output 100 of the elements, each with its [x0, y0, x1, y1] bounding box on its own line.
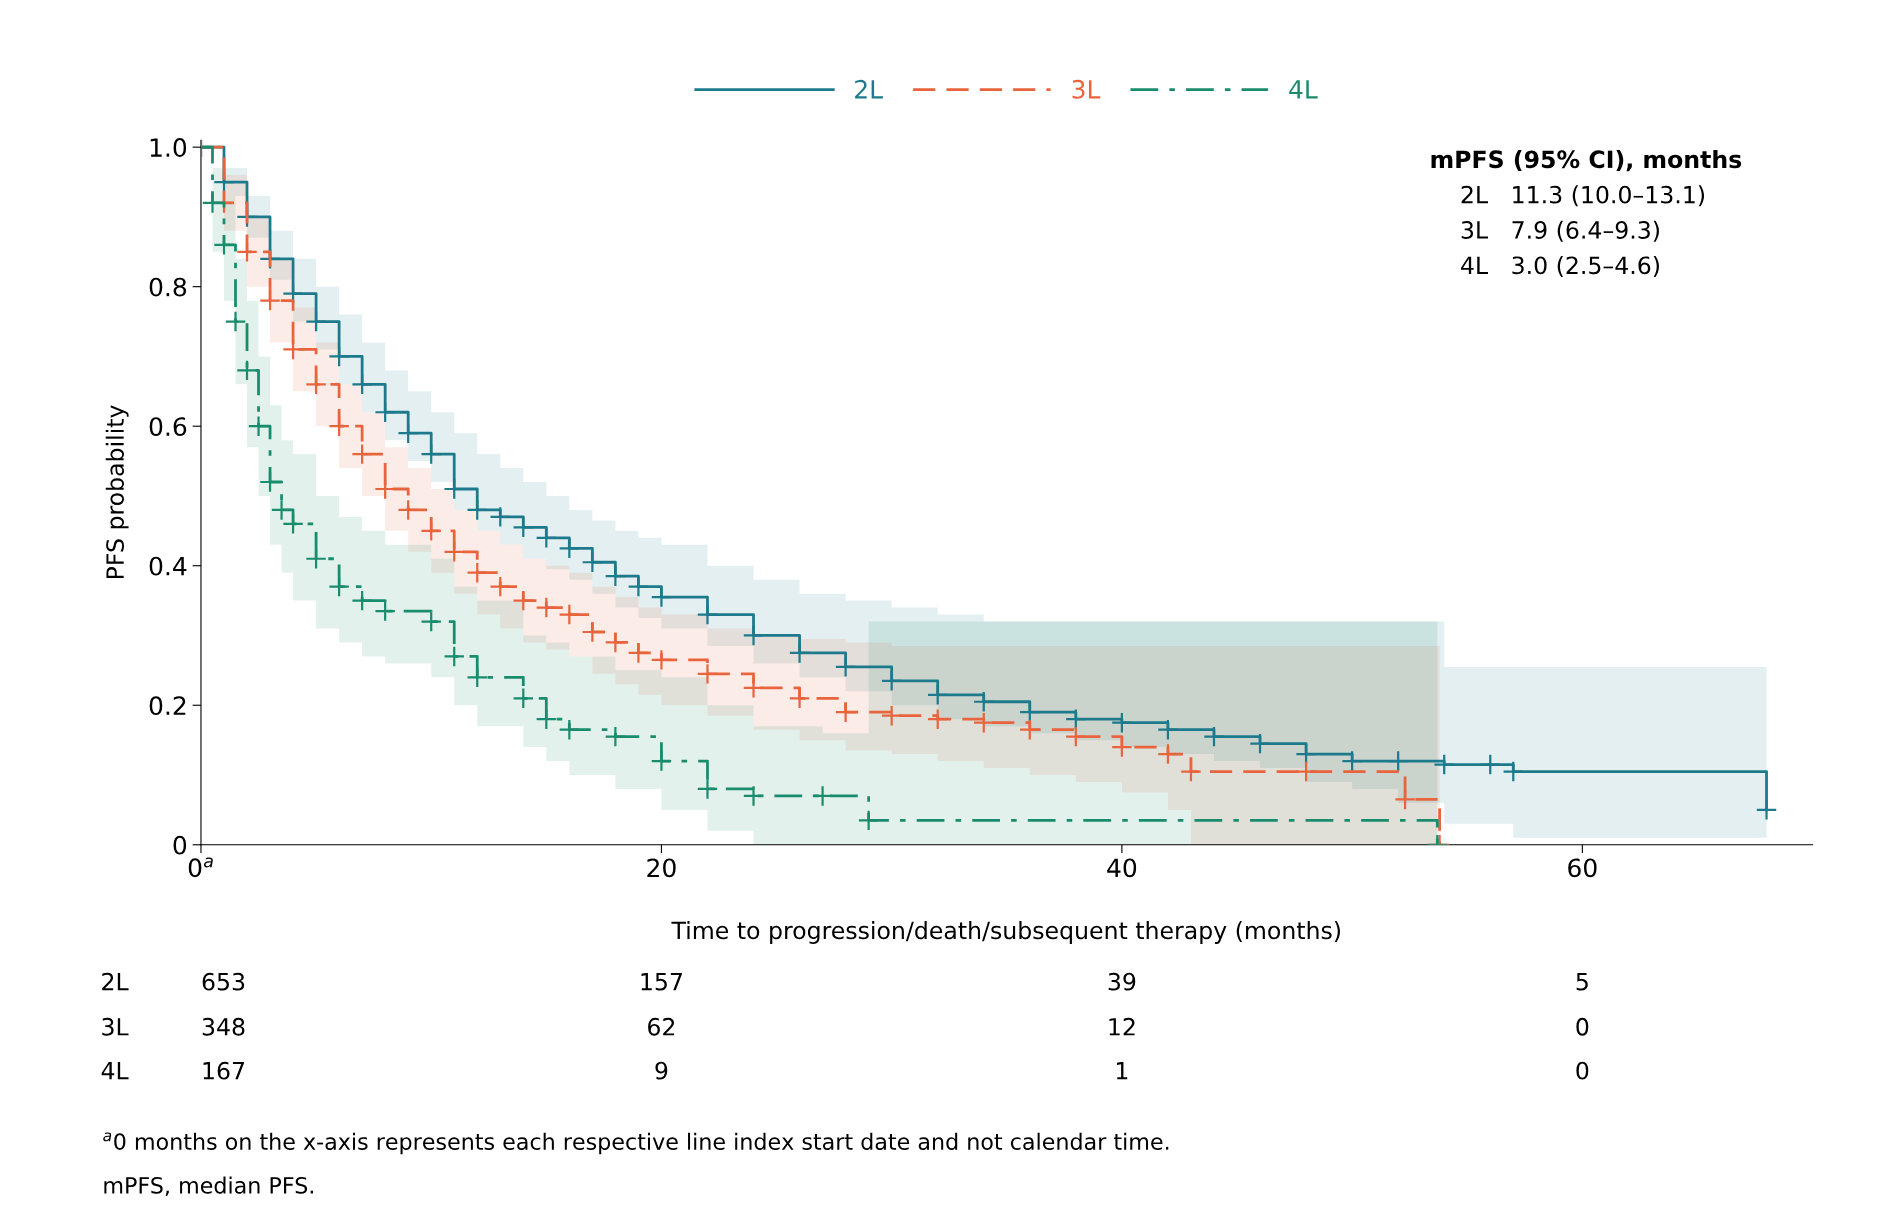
- point: [627, 575, 650, 598]
- point: [247, 415, 270, 438]
- point: [857, 809, 880, 832]
- x-tick-label: 0$^{a}$: [188, 857, 213, 878]
- annotation: 4L 3.0 (2.5–4.6): [1461, 256, 1659, 278]
- text: 2L 653 157 39 5: [102, 972, 1588, 991]
- point: [466, 499, 489, 521]
- y-tick-label: 0: [173, 835, 187, 855]
- point: [1203, 725, 1225, 748]
- point: [236, 240, 258, 263]
- point: [558, 718, 581, 741]
- y-tick-label: 1.0: [150, 138, 187, 158]
- point: [535, 596, 558, 619]
- x-tick-label: 20: [647, 858, 676, 878]
- y-axis-title: PFS probability: [105, 405, 129, 579]
- point: [420, 443, 443, 465]
- point: [213, 233, 235, 256]
- point: [972, 690, 995, 713]
- point: [535, 708, 558, 731]
- text: 3L 348 62 12 0: [102, 1017, 1589, 1036]
- text: 2L: [855, 79, 883, 99]
- point: [420, 520, 443, 542]
- point: [282, 338, 304, 361]
- point: [926, 683, 949, 706]
- point: [443, 540, 466, 563]
- point: [466, 561, 489, 584]
- point: [788, 687, 811, 710]
- point: [604, 631, 627, 654]
- point: [696, 663, 719, 685]
- point: [742, 676, 765, 699]
- point: [259, 247, 281, 270]
- point: [880, 670, 903, 692]
- point: [811, 785, 834, 807]
- point: [305, 310, 327, 333]
- point: [270, 499, 293, 521]
- point: [696, 778, 719, 800]
- point: [788, 642, 811, 664]
- point: [489, 506, 512, 528]
- point: [1341, 750, 1363, 772]
- x-tick-label: 40: [1107, 858, 1137, 878]
- point: [1111, 711, 1133, 734]
- text: 4L: [1289, 80, 1318, 99]
- annotation: mPFS (95% CI), months: [1431, 149, 1742, 172]
- point: [742, 624, 765, 647]
- point: [282, 513, 304, 535]
- y-tick-label: 0.4: [149, 556, 187, 576]
- point: [1433, 753, 1456, 776]
- point: [351, 589, 373, 612]
- point: [305, 373, 327, 396]
- point: [650, 586, 673, 608]
- point: [650, 649, 673, 671]
- point: [696, 603, 719, 626]
- point: [1295, 760, 1317, 783]
- point: [443, 645, 466, 668]
- point: [1111, 736, 1133, 758]
- point: [1157, 743, 1179, 765]
- point: [305, 547, 327, 570]
- point: [627, 642, 650, 664]
- point: [1180, 760, 1202, 783]
- point: [374, 600, 396, 622]
- point: [236, 359, 258, 382]
- text: mPFS, median PFS.: [104, 1176, 313, 1197]
- y-tick-label: 0.2: [149, 696, 186, 716]
- point: [1394, 788, 1416, 811]
- point: [466, 666, 489, 689]
- point: [1479, 753, 1502, 776]
- point: [972, 711, 995, 734]
- y-tick-label: 0.6: [149, 417, 187, 437]
- point: [397, 499, 420, 521]
- point: [535, 526, 558, 549]
- point: [374, 401, 396, 424]
- point: [351, 373, 373, 396]
- annotation: 3L 7.9 (6.4–9.3): [1461, 220, 1659, 242]
- point: [224, 310, 247, 333]
- point: [834, 656, 857, 678]
- point: [1065, 725, 1087, 748]
- annotation: 2L 11.3 (10.0–13.1): [1461, 185, 1705, 207]
- point: [420, 610, 443, 633]
- point: [742, 785, 765, 807]
- point: [1502, 760, 1525, 783]
- point: [1018, 718, 1041, 741]
- x-axis-title: Time to progression/death/subsequent therapy (months): [671, 921, 1340, 944]
- point: [558, 537, 581, 560]
- point: [1295, 743, 1317, 765]
- point: [604, 565, 627, 588]
- point: [1755, 799, 1778, 821]
- point: [1249, 732, 1271, 755]
- point: [259, 289, 281, 312]
- x-tick-label: 60: [1568, 858, 1597, 878]
- point: [397, 422, 420, 445]
- text: $^{a}$0 months on the x-axis represents each respective line index start date and not calendar time.: [103, 1132, 1169, 1155]
- point: [1157, 718, 1179, 741]
- point: [512, 516, 535, 539]
- point: [604, 725, 627, 748]
- point: [351, 443, 373, 465]
- point: [489, 575, 512, 598]
- point: [201, 192, 224, 214]
- point: [558, 603, 581, 626]
- point: [328, 415, 350, 438]
- point: [650, 750, 673, 772]
